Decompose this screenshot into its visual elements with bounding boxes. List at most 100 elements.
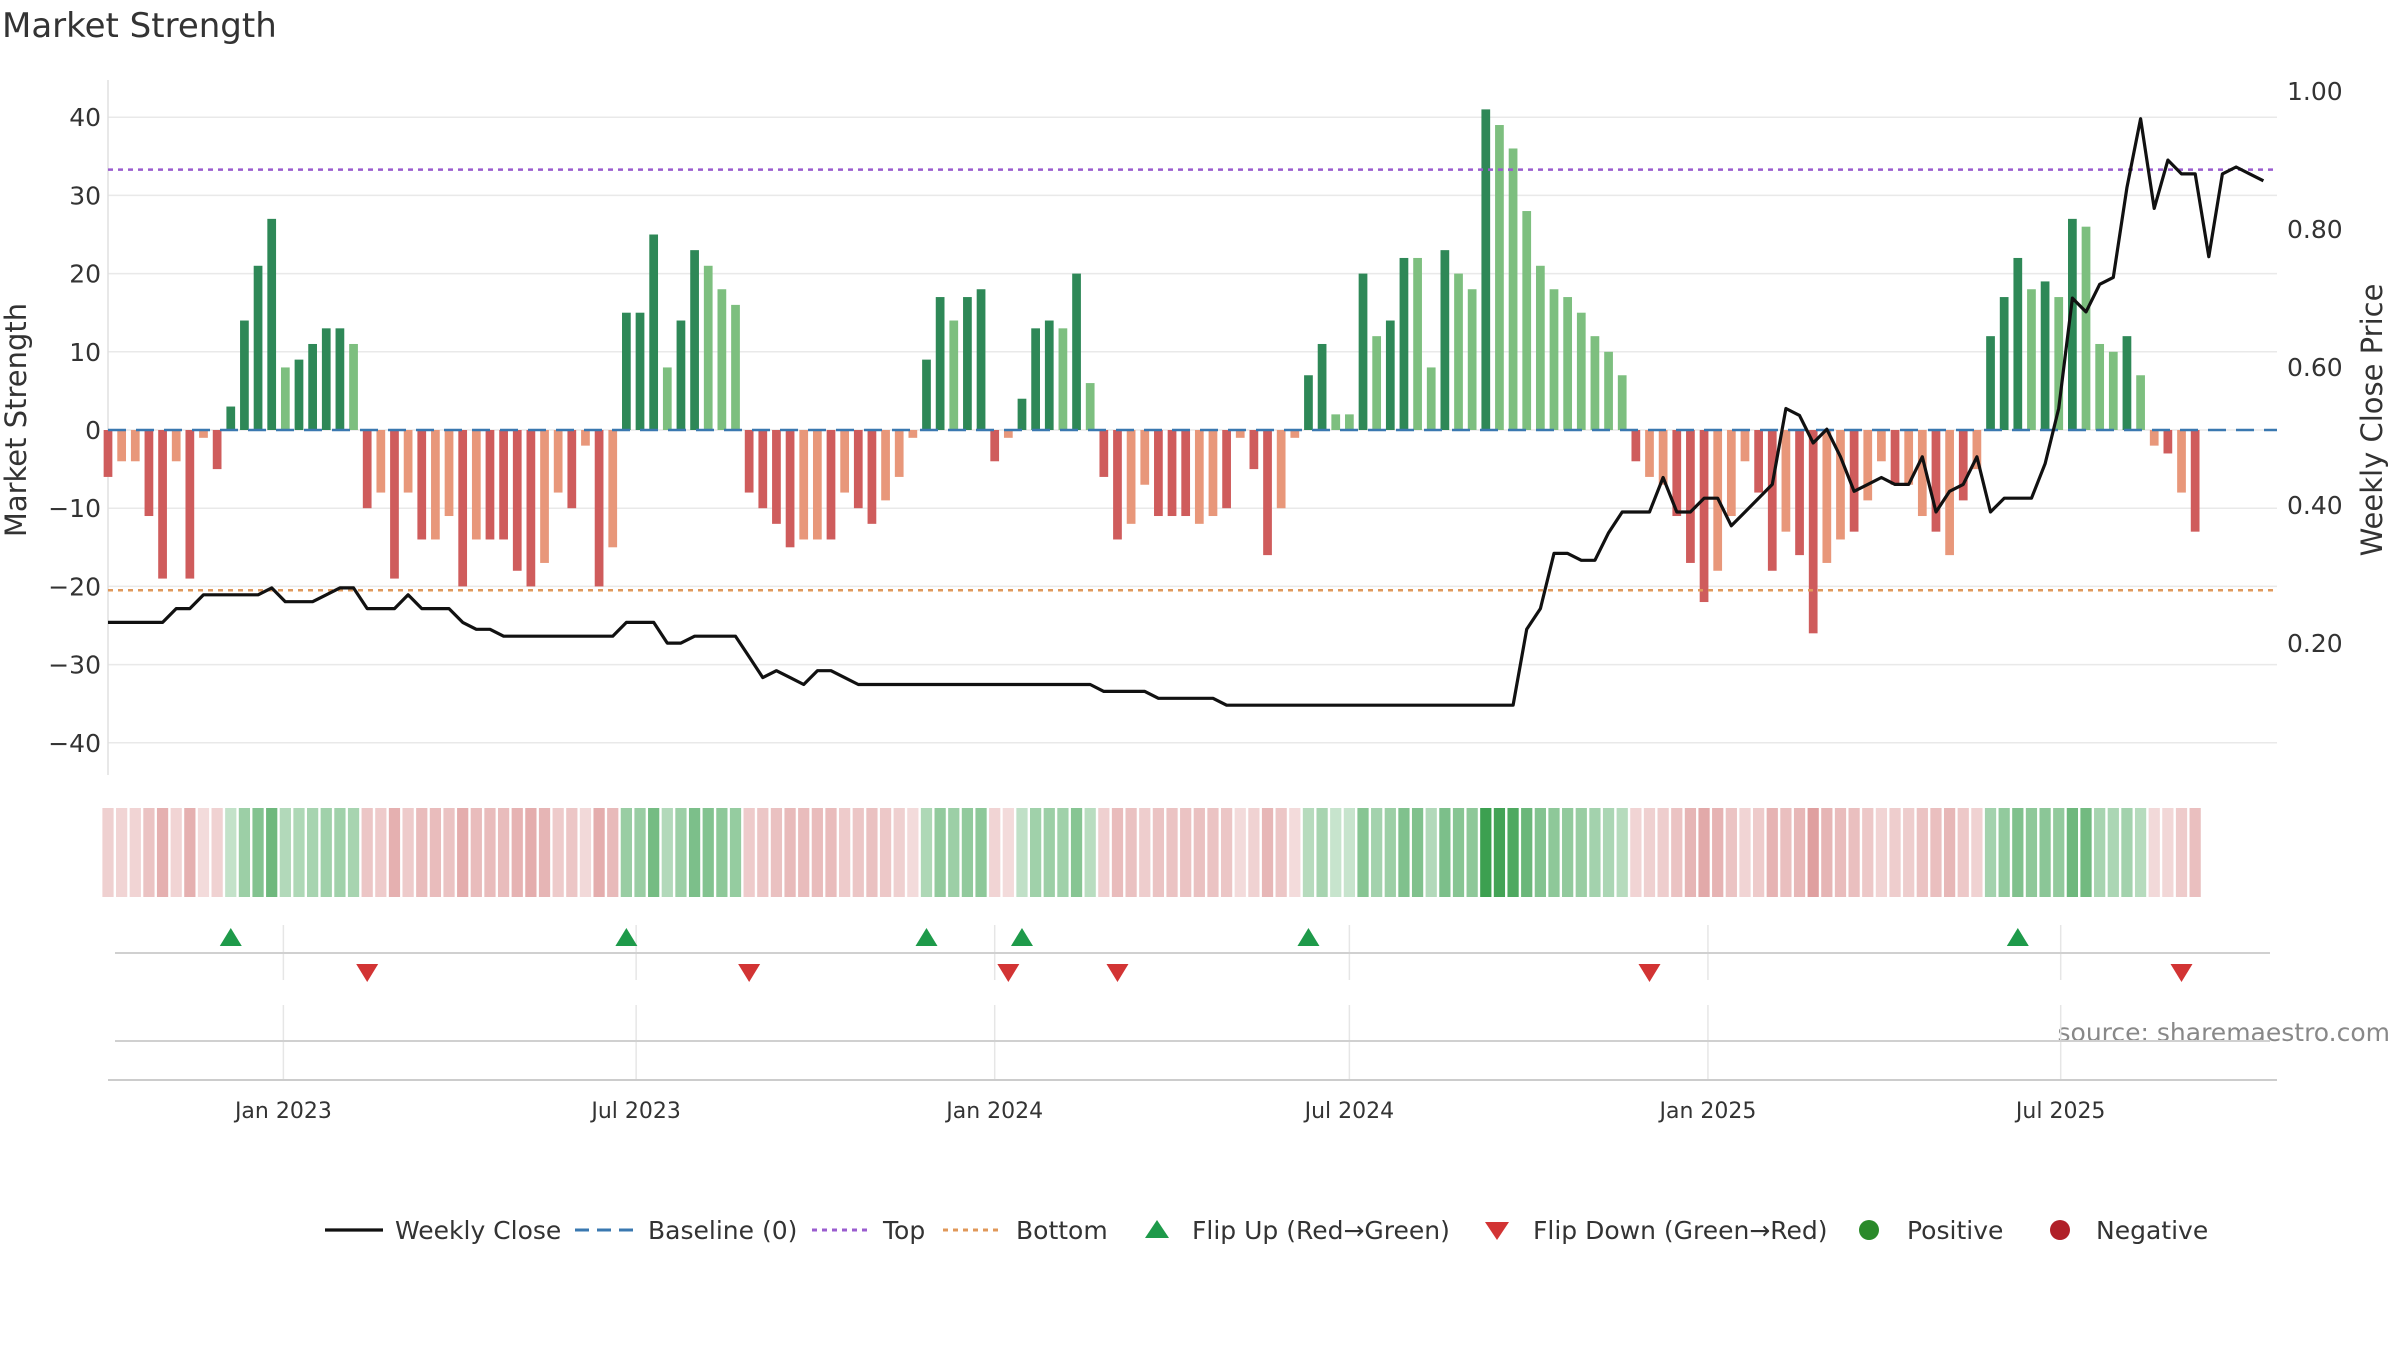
strength-bar (976, 289, 986, 430)
heat-cell (1916, 808, 1928, 897)
strength-bar (267, 218, 277, 430)
strength-bar (1249, 430, 1259, 470)
strength-bar (1617, 375, 1627, 430)
heat-cell (1616, 808, 1628, 897)
heat-cell (879, 808, 892, 897)
heat-cell (347, 808, 360, 897)
strength-bar (1836, 430, 1845, 540)
strength-bar (321, 328, 331, 430)
strength-bar (1631, 430, 1641, 462)
strength-bar (1658, 430, 1668, 485)
strength-bar (1604, 351, 1613, 430)
heat-cell (525, 808, 537, 897)
heat-cell (552, 808, 564, 897)
heat-cell (1889, 808, 1901, 897)
heat-cell (1971, 808, 1983, 897)
heat-cell (811, 808, 823, 897)
heat-cell (116, 808, 128, 897)
legend-label: Flip Down (Green→Red) (1533, 1216, 1828, 1245)
heat-cell (225, 808, 237, 897)
flip-down-marker (2170, 964, 2193, 982)
strength-bar (567, 430, 577, 509)
heat-cell (2012, 808, 2024, 897)
heat-cell (1357, 808, 1369, 897)
legend-label: Weekly Close (395, 1216, 561, 1245)
strength-bar (758, 430, 768, 509)
heat-cell (620, 808, 632, 897)
y-tick-label: −30 (48, 651, 101, 680)
strength-bar (1508, 148, 1518, 431)
heat-cell (920, 808, 933, 897)
strength-bar (335, 328, 345, 430)
strength-bar (662, 367, 672, 430)
strength-bar (553, 430, 563, 493)
heat-cell (102, 808, 114, 897)
heat-cell (2162, 808, 2174, 897)
heat-cell (1043, 808, 1055, 897)
heat-cell (2134, 808, 2147, 897)
legend-label: Flip Up (Red→Green) (1192, 1216, 1450, 1245)
strength-bar (1072, 273, 1081, 430)
strength-bar (1276, 430, 1286, 509)
strength-bar (594, 430, 604, 587)
strength-bar (1372, 336, 1382, 430)
strength-bar (1167, 430, 1177, 517)
strength-bar (158, 430, 167, 579)
heat-cell (716, 808, 728, 897)
heat-cell (675, 808, 687, 897)
heat-cell (825, 808, 837, 897)
heat-cell (702, 808, 714, 897)
heat-cell (429, 808, 442, 897)
weekly-close-line (108, 117, 2265, 707)
strength-bar (1358, 273, 1368, 430)
strength-bar (676, 320, 686, 430)
strength-bar (485, 430, 495, 540)
x-tick-label: Jul 2024 (1303, 1099, 1395, 1124)
strength-bar (1999, 297, 2009, 430)
strength-bar (1849, 430, 1859, 532)
strength-bar (2163, 430, 2173, 454)
heat-cell (184, 808, 196, 897)
heat-cell (1712, 808, 1724, 897)
strength-bar (1222, 430, 1231, 509)
heat-cell (129, 808, 141, 897)
strength-bar (1576, 312, 1586, 430)
strength-bar (1058, 328, 1068, 430)
strength-bar (294, 359, 304, 430)
strength-bar (1140, 430, 1150, 485)
heat-cell (2080, 808, 2092, 897)
strength-bar (2068, 218, 2077, 430)
heat-cell (1098, 808, 1110, 897)
heat-cell (197, 808, 210, 897)
heat-cell (307, 808, 319, 897)
strength-bar (499, 430, 508, 540)
y-tick-label: 40 (69, 103, 101, 132)
strength-bar (867, 430, 877, 524)
strength-bar (799, 430, 809, 540)
strength-bar (922, 359, 931, 430)
heat-cell (1425, 808, 1437, 897)
heat-cell (1398, 808, 1410, 897)
strength-bar (526, 430, 536, 587)
strength-bar (908, 430, 918, 438)
strength-bar (622, 312, 631, 430)
strength-bar (881, 430, 890, 501)
y2-tick-label: 0.40 (2287, 491, 2343, 520)
heat-cell (1193, 808, 1205, 897)
heat-cell (579, 808, 592, 897)
flip-down-marker (356, 964, 379, 982)
strength-bar (690, 250, 699, 430)
heat-cell (1739, 808, 1751, 897)
strength-bar (376, 430, 386, 493)
strength-bar (826, 430, 836, 540)
strength-bar (1017, 398, 1027, 430)
heat-cell (1630, 808, 1642, 897)
strength-bar (812, 430, 822, 540)
heat-cell (1002, 808, 1014, 897)
legend-flip-down-marker (1485, 1222, 1509, 1240)
heat-cell (266, 808, 278, 897)
strength-bar (1467, 289, 1477, 430)
flip-down-marker (997, 964, 1020, 982)
heat-cell (484, 808, 496, 897)
strength-bar (1495, 125, 1504, 431)
